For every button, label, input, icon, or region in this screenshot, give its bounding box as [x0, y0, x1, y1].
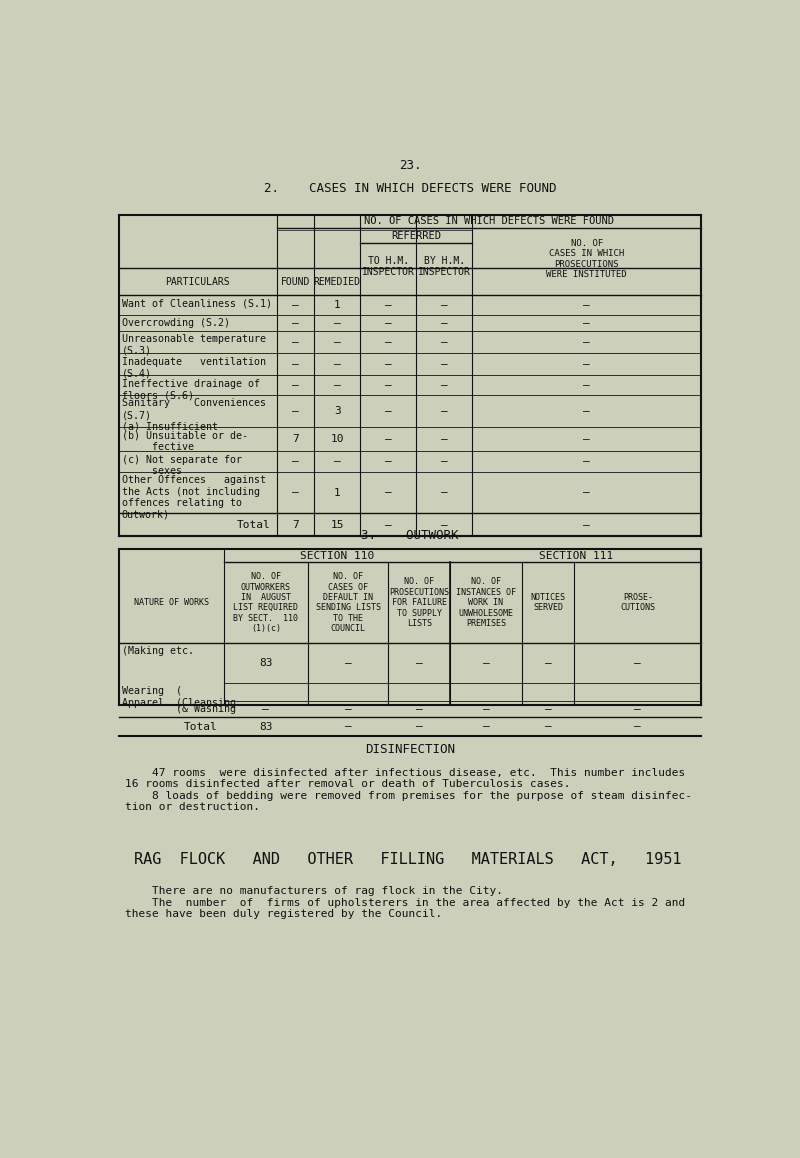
Text: —: —: [292, 300, 298, 310]
Text: NO. OF
PROSECUTIONS
FOR FAILURE
TO SUPPLY
LISTS: NO. OF PROSECUTIONS FOR FAILURE TO SUPPL…: [390, 578, 450, 628]
Text: —: —: [292, 317, 298, 328]
Text: 2.    CASES IN WHICH DEFECTS WERE FOUND: 2. CASES IN WHICH DEFECTS WERE FOUND: [264, 182, 556, 195]
Text: 7: 7: [292, 520, 298, 529]
Text: Want of Cleanliness (S.1): Want of Cleanliness (S.1): [122, 299, 272, 308]
Text: —: —: [292, 488, 298, 498]
Text: —: —: [385, 300, 392, 310]
Text: —: —: [441, 359, 447, 369]
Text: NO. OF
CASES OF
DEFAULT IN
SENDING LISTS
TO THE
COUNCIL: NO. OF CASES OF DEFAULT IN SENDING LISTS…: [315, 572, 381, 633]
Text: —: —: [583, 520, 590, 529]
Text: FOUND: FOUND: [281, 277, 310, 287]
Text: —: —: [334, 359, 341, 369]
Text: —: —: [583, 488, 590, 498]
Text: PROSE-
CUTIONS: PROSE- CUTIONS: [620, 593, 655, 613]
Text: Unreasonable temperature
(S.3): Unreasonable temperature (S.3): [122, 335, 266, 356]
Text: —: —: [441, 300, 447, 310]
Text: NO. OF CASES IN WHICH DEFECTS WERE FOUND: NO. OF CASES IN WHICH DEFECTS WERE FOUND: [364, 217, 614, 227]
Text: —: —: [583, 406, 590, 416]
Text: 1: 1: [334, 488, 341, 498]
Text: (Making etc.: (Making etc.: [122, 646, 194, 657]
Text: 3.    OUTWORK: 3. OUTWORK: [362, 529, 458, 542]
Text: —: —: [545, 658, 551, 668]
Text: —: —: [416, 704, 422, 713]
Text: 15: 15: [330, 520, 344, 529]
Text: Sanitary    Conveniences
(S.7)
(a) Insufficient: Sanitary Conveniences (S.7) (a) Insuffic…: [122, 398, 266, 432]
Text: NO. OF
CASES IN WHICH
PROSECUTIONS
WERE INSTITUTED: NO. OF CASES IN WHICH PROSECUTIONS WERE …: [546, 239, 627, 279]
Text: —: —: [441, 520, 447, 529]
Text: —: —: [334, 337, 341, 346]
Text: —: —: [416, 721, 422, 732]
Text: —: —: [385, 380, 392, 390]
Text: —: —: [385, 317, 392, 328]
Text: (& Washing: (& Washing: [122, 704, 236, 714]
Text: NOTICES
SERVED: NOTICES SERVED: [530, 593, 566, 613]
Text: —: —: [583, 300, 590, 310]
Text: TO H.M.
INSPECTOR: TO H.M. INSPECTOR: [362, 256, 414, 277]
Text: —: —: [441, 380, 447, 390]
Text: 83: 83: [259, 721, 273, 732]
Text: SECTION 111: SECTION 111: [538, 551, 613, 560]
Text: Total: Total: [237, 520, 270, 529]
Text: (c) Not separate for
     sexes: (c) Not separate for sexes: [122, 455, 242, 476]
Text: —: —: [583, 359, 590, 369]
Text: 3: 3: [334, 406, 341, 416]
Text: —: —: [385, 488, 392, 498]
Text: —: —: [385, 406, 392, 416]
Text: —: —: [292, 359, 298, 369]
Text: —: —: [334, 380, 341, 390]
Text: —: —: [334, 317, 341, 328]
Text: —: —: [334, 456, 341, 467]
Text: —: —: [385, 520, 392, 529]
Text: —: —: [441, 406, 447, 416]
Text: NATURE OF WORKS: NATURE OF WORKS: [134, 599, 209, 607]
Text: There are no manufacturers of rag flock in the City.
    The  number  of  firms : There are no manufacturers of rag flock …: [125, 886, 685, 919]
Text: —: —: [385, 337, 392, 346]
Text: —: —: [634, 658, 642, 668]
Text: RAG  FLOCK   AND   OTHER   FILLING   MATERIALS   ACT,   1951: RAG FLOCK AND OTHER FILLING MATERIALS AC…: [134, 852, 682, 867]
Text: REFERRED: REFERRED: [391, 230, 442, 241]
Text: —: —: [441, 317, 447, 328]
Text: —: —: [292, 337, 298, 346]
Text: Total: Total: [184, 721, 218, 732]
Text: 1: 1: [334, 300, 341, 310]
Text: NO. OF
OUTWORKERS
IN  AUGUST
LIST REQUIRED
BY SECT.  110
(1)(c): NO. OF OUTWORKERS IN AUGUST LIST REQUIRE…: [234, 572, 298, 633]
Text: 83: 83: [259, 658, 273, 668]
Text: Inadequate   ventilation
(S.4): Inadequate ventilation (S.4): [122, 357, 266, 379]
Text: NO. OF
INSTANCES OF
WORK IN
UNWHOLESOME
PREMISES: NO. OF INSTANCES OF WORK IN UNWHOLESOME …: [456, 578, 516, 628]
Text: —: —: [441, 456, 447, 467]
Text: —: —: [292, 406, 298, 416]
Text: —: —: [345, 721, 351, 732]
Text: —: —: [482, 658, 490, 668]
Text: —: —: [385, 434, 392, 444]
Text: DISINFECTION: DISINFECTION: [365, 743, 455, 756]
Text: (b) Unsuitable or de-
     fective: (b) Unsuitable or de- fective: [122, 431, 248, 452]
Text: —: —: [545, 704, 551, 713]
Text: —: —: [634, 704, 642, 713]
Text: —: —: [416, 658, 422, 668]
Text: —: —: [583, 380, 590, 390]
Text: Ineffective drainage of
floors (S.6): Ineffective drainage of floors (S.6): [122, 379, 260, 401]
Text: —: —: [292, 456, 298, 467]
Text: —: —: [482, 721, 490, 732]
Text: 23.: 23.: [398, 159, 422, 173]
Text: —: —: [545, 721, 551, 732]
Text: BY H.M.
INSPECTOR: BY H.M. INSPECTOR: [418, 256, 470, 277]
Text: 7: 7: [292, 434, 298, 444]
Text: SECTION 110: SECTION 110: [300, 551, 374, 560]
Text: PARTICULARS: PARTICULARS: [166, 277, 230, 287]
Text: —: —: [583, 434, 590, 444]
Text: —: —: [482, 704, 490, 713]
Text: —: —: [441, 488, 447, 498]
Text: 10: 10: [330, 434, 344, 444]
Text: 47 rooms  were disinfected after infectious disease, etc.  This number includes
: 47 rooms were disinfected after infectio…: [125, 768, 692, 813]
Text: —: —: [634, 721, 642, 732]
Text: —: —: [345, 704, 351, 713]
Text: —: —: [262, 704, 270, 713]
Text: —: —: [583, 317, 590, 328]
Text: —: —: [441, 434, 447, 444]
Text: —: —: [441, 337, 447, 346]
Text: —: —: [583, 456, 590, 467]
Text: —: —: [385, 456, 392, 467]
Text: —: —: [385, 359, 392, 369]
Text: —: —: [583, 337, 590, 346]
